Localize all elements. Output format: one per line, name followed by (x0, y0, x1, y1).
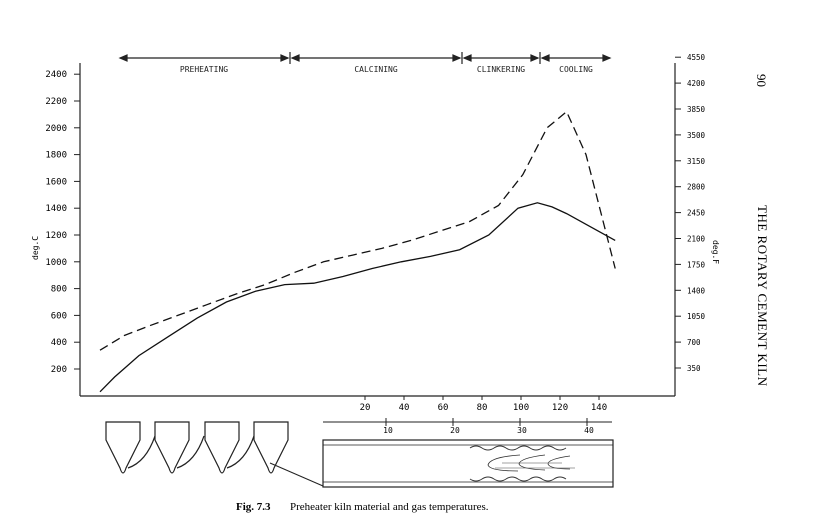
y-axis-label-right: deg.F (711, 240, 720, 264)
zone-arrowhead (118, 54, 128, 62)
y-right-tick-label: 3850 (687, 105, 706, 114)
right-ticks: 350 700 1050 1400 1750 2100 2450 2800 3150 3500 38… (675, 53, 706, 373)
left-ticks: 200 400 600 800 1000 1200 1400 1600 1800 2000 2200… (45, 70, 80, 375)
x-top-tick-label: 100 (513, 403, 529, 413)
x-top-tick-label: 140 (591, 403, 607, 413)
zone-arrowhead (602, 54, 612, 62)
cyclone-duct (127, 435, 156, 469)
x-top-tick-label: 20 (360, 403, 371, 413)
y-tick-label: 1000 (45, 258, 67, 268)
y-right-tick-label: 4550 (687, 53, 706, 62)
series-group (99, 110, 616, 393)
figure-caption: Preheater kiln material and gas temperat… (290, 501, 489, 513)
zone-label: COOLING (559, 65, 593, 74)
feed-connector (269, 462, 324, 487)
x-ticks-bottom: 10 20 30 40 (383, 418, 594, 435)
zone-label: CLINKERING (477, 65, 525, 74)
gas-temperature-line (99, 110, 616, 351)
zone-arrowhead (462, 54, 472, 62)
x-top-tick-label: 60 (438, 403, 449, 413)
y-right-tick-label: 4200 (687, 79, 706, 88)
zone-label: CALCINING (354, 65, 398, 74)
y-right-tick-label: 2450 (687, 209, 706, 218)
x-top-tick-label: 80 (477, 403, 488, 413)
y-tick-label: 1200 (45, 231, 67, 241)
x-bottom-tick-label: 40 (584, 426, 594, 435)
x-ticks-top: 20 40 60 80 100 120 140 (360, 396, 607, 413)
y-tick-label: 200 (51, 365, 67, 375)
zone-arrowhead (540, 54, 550, 62)
rotary-kiln (322, 439, 614, 488)
y-tick-label: 1600 (45, 177, 67, 187)
y-tick-label: 2400 (45, 70, 67, 80)
zone-label: PREHEATING (180, 65, 228, 74)
zone-arrows: PREHEATING CALCINING CLINKERING COOLING (118, 52, 612, 74)
y-tick-label: 400 (51, 338, 67, 348)
cyclone (154, 421, 190, 474)
x-bottom-tick-label: 20 (450, 426, 460, 435)
y-tick-label: 800 (51, 285, 67, 295)
preheater-cyclones (105, 421, 289, 474)
zone-arrowhead (280, 54, 290, 62)
y-right-tick-label: 1050 (687, 312, 706, 321)
y-tick-label: 600 (51, 311, 67, 321)
zone-arrowhead (290, 54, 300, 62)
figure-caption-label: Fig. 7.3 (236, 501, 271, 513)
y-tick-label: 1800 (45, 151, 67, 161)
y-right-tick-label: 700 (687, 338, 701, 347)
y-right-tick-label: 2100 (687, 235, 706, 244)
cyclone-duct (226, 435, 255, 469)
y-right-tick-label: 3150 (687, 157, 706, 166)
y-tick-label: 2200 (45, 97, 67, 107)
page-number: 90 (754, 74, 769, 87)
y-axis-label: deg.C (31, 236, 40, 260)
x-bottom-tick-label: 30 (517, 426, 527, 435)
cyclone-duct (176, 435, 205, 469)
cyclone (105, 421, 141, 474)
y-right-tick-label: 2800 (687, 183, 706, 192)
cyclone (204, 421, 240, 474)
cyclone (253, 421, 289, 474)
zone-arrowhead (452, 54, 462, 62)
y-right-tick-label: 3500 (687, 131, 706, 140)
zone-arrowhead (530, 54, 540, 62)
x-top-tick-label: 120 (552, 403, 568, 413)
y-right-tick-label: 1400 (687, 286, 706, 295)
material-temperature-line (99, 202, 616, 393)
running-head: THE ROTARY CEMENT KILN (755, 205, 770, 387)
x-bottom-tick-label: 10 (383, 426, 393, 435)
y-right-tick-label: 350 (687, 364, 701, 373)
y-tick-label: 2000 (45, 124, 67, 134)
x-top-tick-label: 40 (399, 403, 410, 413)
y-right-tick-label: 1750 (687, 260, 706, 269)
y-tick-label: 1400 (45, 204, 67, 214)
